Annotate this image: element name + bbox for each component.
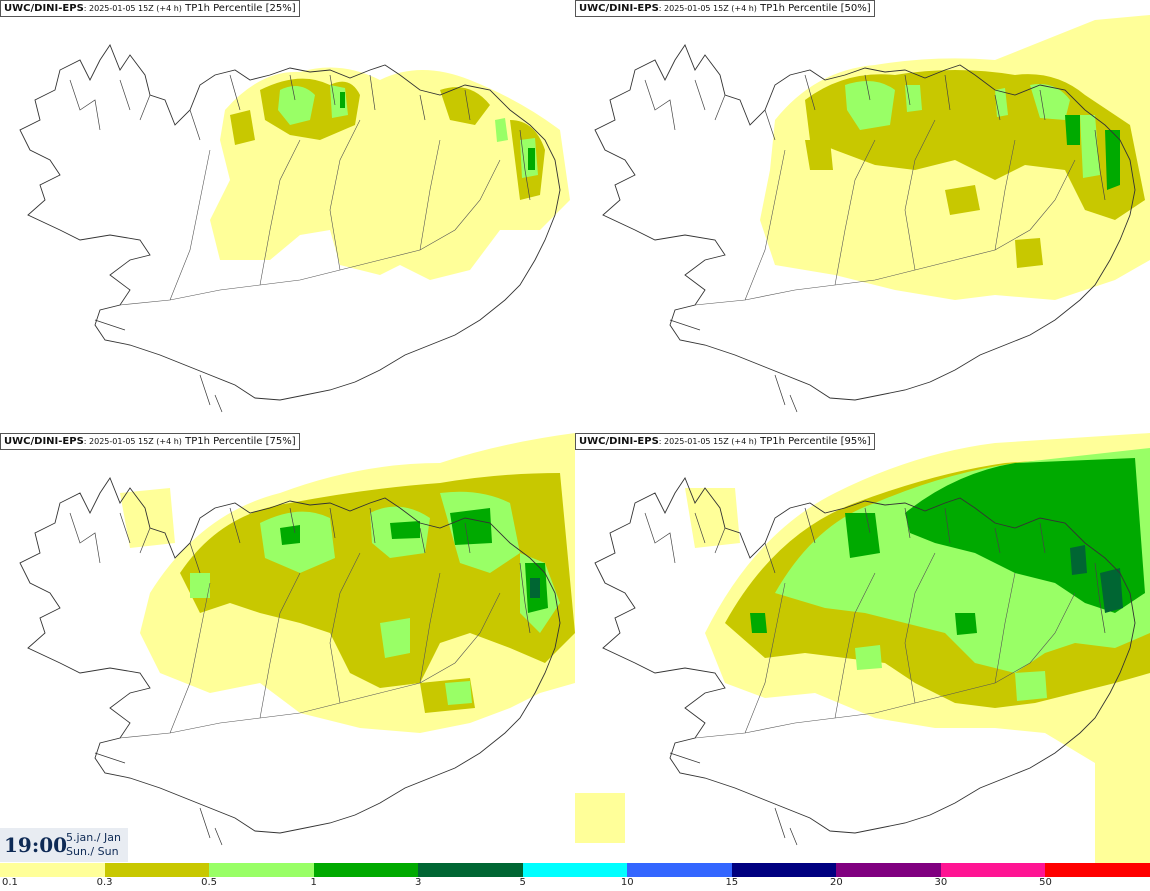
colorbar-tick-label: 1: [310, 877, 317, 888]
colorbar-segment: [731, 863, 837, 877]
panel-product: TP1h Percentile [25%]: [185, 3, 296, 14]
colorbar-tick-label: 10: [620, 877, 634, 888]
colorbar-segment: [1045, 863, 1150, 877]
colorbar-segment: [627, 863, 732, 877]
panel-model: UWC/DINI-EPS: [579, 436, 659, 447]
precip-field: [575, 433, 1150, 863]
precip-map: [19, 44, 570, 413]
colorbar-tick-label: 0.3: [96, 877, 113, 888]
colorbar-tick-label: 3: [414, 877, 422, 888]
colorbar-segment: [313, 863, 419, 877]
map-panel-p25: UWC/DINI-EPS: 2025-01-05 15Z (+4 h) TP1h…: [0, 0, 575, 430]
precip-field: [760, 15, 1150, 300]
precip-map: [19, 433, 575, 846]
panel-title: UWC/DINI-EPS: 2025-01-05 15Z (+4 h) TP1h…: [0, 433, 300, 450]
panel-product: TP1h Percentile [50%]: [760, 3, 871, 14]
colorbar-tick-label: 0.1: [2, 877, 18, 888]
precip-map: [594, 15, 1150, 413]
valid-date-line2: Sun./ Sun: [66, 845, 119, 858]
map-panel-p95: UWC/DINI-EPS: 2025-01-05 15Z (+4 h) TP1h…: [575, 433, 1150, 863]
panel-title: UWC/DINI-EPS: 2025-01-05 15Z (+4 h) TP1h…: [0, 0, 300, 17]
panel-title: UWC/DINI-EPS: 2025-01-05 15Z (+4 h) TP1h…: [575, 0, 875, 17]
valid-time: 19:00: [4, 833, 68, 857]
colorbar-tick-label: 30: [934, 877, 948, 888]
map-panel-p50: UWC/DINI-EPS: 2025-01-05 15Z (+4 h) TP1h…: [575, 0, 1150, 430]
panel-run: 2025-01-05 15Z (+4 h): [664, 437, 757, 446]
panel-model: UWC/DINI-EPS: [4, 436, 84, 447]
panel-model: UWC/DINI-EPS: [579, 3, 659, 14]
panel-product: TP1h Percentile [95%]: [760, 436, 871, 447]
valid-date: 5.jan./ Jan Sun./ Sun: [66, 831, 121, 859]
valid-time-box: 19:00 5.jan./ Jan Sun./ Sun: [0, 828, 128, 862]
panel-model: UWC/DINI-EPS: [4, 3, 84, 14]
precip-map: [575, 433, 1150, 863]
precip-field: [210, 67, 570, 280]
colorbar-tick-label: 0.5: [201, 877, 218, 888]
colorbar-segment: [836, 863, 941, 877]
panel-product: TP1h Percentile [75%]: [185, 436, 296, 447]
map-panel-p75: UWC/DINI-EPS: 2025-01-05 15Z (+4 h) TP1h…: [0, 433, 575, 863]
colorbar-segment: [940, 863, 1046, 877]
colorbar-segment: [209, 863, 314, 877]
colorbar-legend: [0, 863, 1150, 877]
panel-run: 2025-01-05 15Z (+4 h): [89, 437, 182, 446]
colorbar-tick-label: 5: [519, 877, 526, 888]
colorbar-segment: [418, 863, 523, 877]
panel-title: UWC/DINI-EPS: 2025-01-05 15Z (+4 h) TP1h…: [575, 433, 875, 450]
colorbar-segment: [522, 863, 628, 877]
colorbar-tick-label: 15: [725, 877, 739, 888]
colorbar-tick-label: 50: [1039, 877, 1052, 888]
panel-run: 2025-01-05 15Z (+4 h): [89, 4, 182, 13]
colorbar-tick-label: 20: [829, 877, 843, 888]
colorbar-segment: [0, 863, 105, 877]
panel-run: 2025-01-05 15Z (+4 h): [664, 4, 757, 13]
valid-date-line1: 5.jan./ Jan: [66, 831, 121, 844]
colorbar-ticks: 0.1 0.3 0.5 1 3 5 10 15 20 30 50: [0, 877, 1150, 891]
colorbar-segment: [104, 863, 210, 877]
precip-field: [120, 433, 575, 733]
